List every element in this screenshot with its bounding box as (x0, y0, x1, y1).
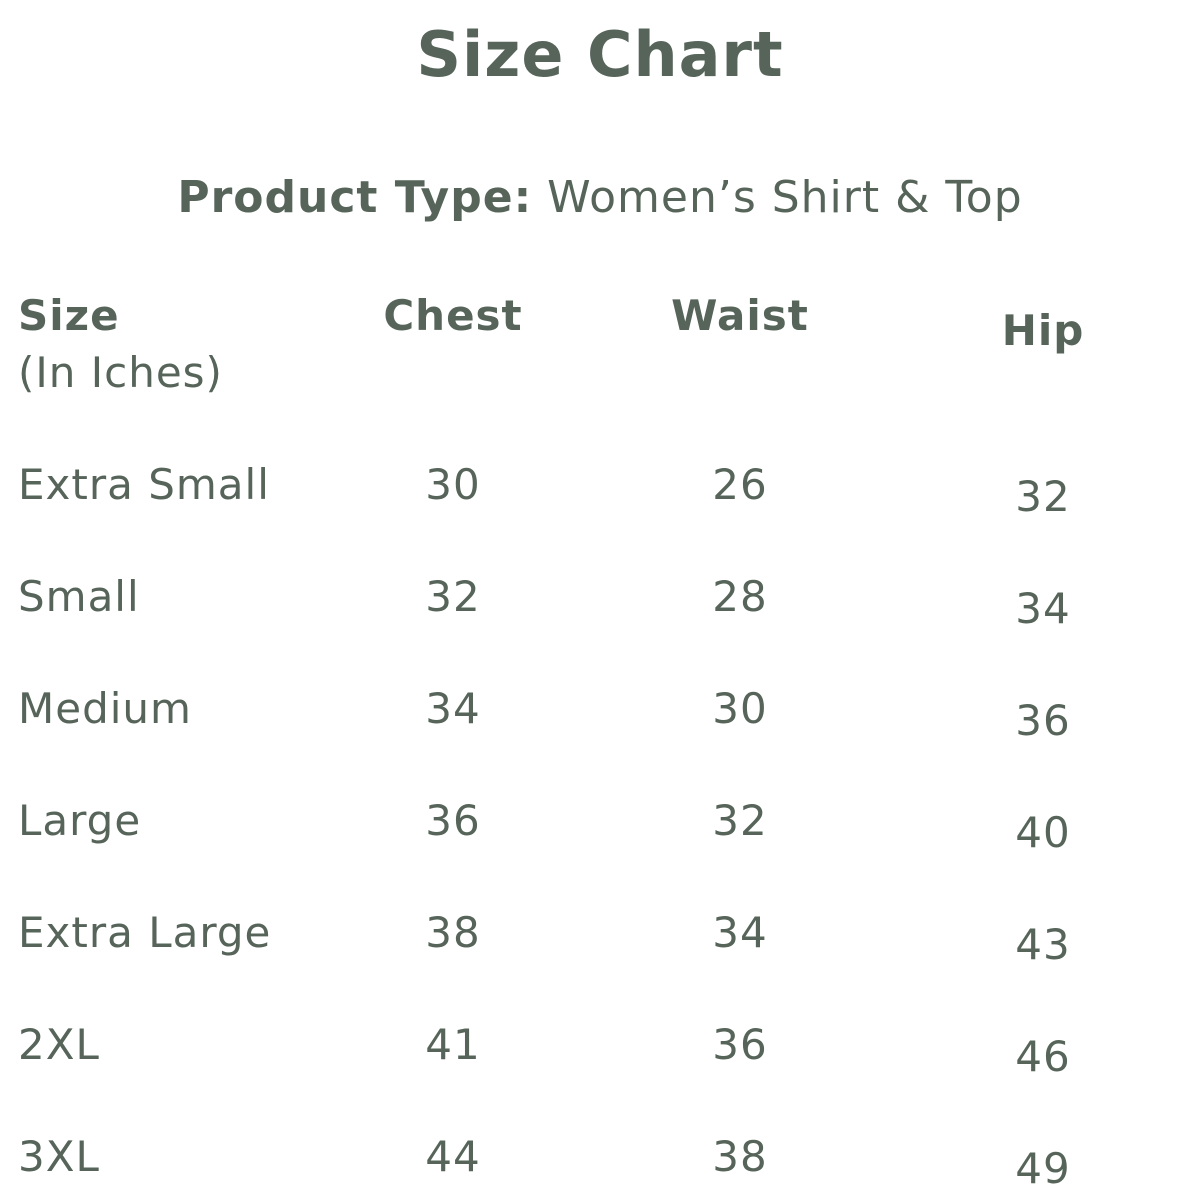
cell-hip: 34 (1015, 584, 1071, 633)
cell-hip: 36 (1015, 696, 1071, 745)
product-type-label: Product Type: (177, 172, 533, 223)
cell-waist: 30 (712, 684, 768, 733)
cell-size: Extra Large (18, 908, 272, 957)
cell-waist: 34 (712, 908, 768, 957)
cell-size: Small (18, 572, 140, 621)
cell-chest: 34 (425, 684, 481, 733)
header-chest: Chest (383, 291, 523, 340)
product-type-value: Women’s Shirt & Top (547, 172, 1023, 223)
cell-waist: 38 (712, 1132, 768, 1181)
header-size: Size (18, 291, 120, 340)
cell-chest: 38 (425, 908, 481, 957)
header-waist: Waist (671, 291, 809, 340)
cell-hip: 46 (1015, 1032, 1071, 1081)
page-title: Size Chart (416, 18, 784, 91)
cell-waist: 32 (712, 796, 768, 845)
cell-chest: 44 (425, 1132, 481, 1181)
cell-chest: 30 (425, 460, 481, 509)
header-hip: Hip (1001, 306, 1085, 355)
cell-chest: 41 (425, 1020, 481, 1069)
cell-hip: 43 (1015, 920, 1071, 969)
cell-waist: 36 (712, 1020, 768, 1069)
cell-size: 3XL (18, 1132, 100, 1181)
cell-size: Extra Small (18, 460, 270, 509)
header-size-unit: (In Iches) (18, 348, 223, 397)
cell-hip: 49 (1015, 1144, 1071, 1193)
cell-size: 2XL (18, 1020, 100, 1069)
cell-hip: 32 (1015, 472, 1071, 521)
cell-chest: 32 (425, 572, 481, 621)
cell-waist: 28 (712, 572, 768, 621)
cell-size: Medium (18, 684, 192, 733)
cell-waist: 26 (712, 460, 768, 509)
cell-hip: 40 (1015, 808, 1071, 857)
product-type: Product Type: Women’s Shirt & Top (0, 172, 1200, 223)
cell-chest: 36 (425, 796, 481, 845)
cell-size: Large (18, 796, 142, 845)
